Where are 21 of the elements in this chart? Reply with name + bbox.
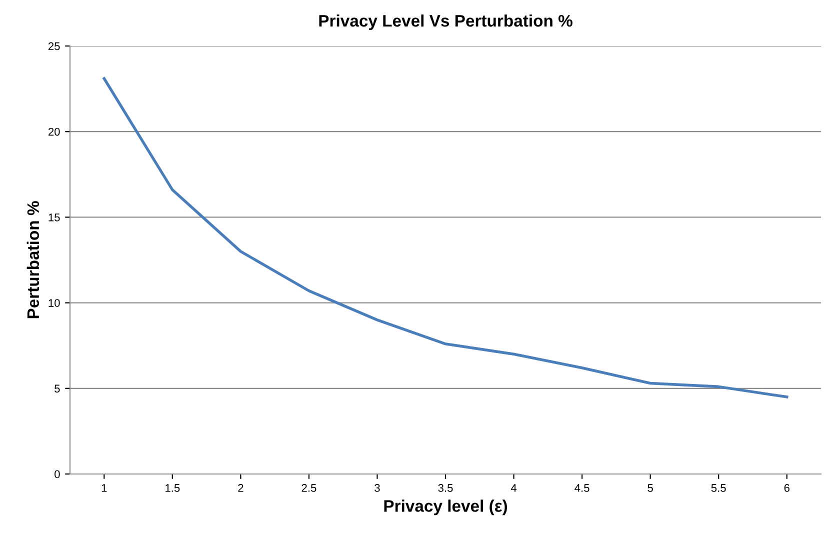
x-tick-label: 3.5	[438, 484, 453, 492]
y-tick-label: 20	[48, 128, 60, 136]
x-axis-title: Privacy level (ε)	[384, 500, 507, 516]
y-tick-label: 0	[54, 470, 60, 478]
chart-title: Privacy Level Vs Perturbation %	[319, 14, 572, 30]
x-tick-label: 3	[374, 484, 380, 492]
x-tick-label: 5.5	[711, 484, 726, 492]
x-tick-label: 1.5	[166, 484, 180, 492]
x-tick-label: 4.5	[574, 484, 590, 492]
y-axis-title: Perturbation %	[26, 201, 40, 318]
x-tick-label: 6	[784, 484, 790, 492]
x-tick-label: 2	[238, 484, 244, 492]
y-tick-label: 10	[48, 299, 60, 307]
x-tick-label: 2.5	[302, 484, 316, 492]
y-tick-label: 25	[48, 42, 60, 50]
x-tick-label: 1	[102, 484, 107, 492]
x-tick-label: 5	[648, 484, 653, 492]
y-tick-label: 15	[48, 214, 60, 222]
line-series	[102, 77, 788, 398]
x-tick-label: 4	[510, 484, 517, 492]
y-tick-label: 5	[54, 384, 60, 393]
